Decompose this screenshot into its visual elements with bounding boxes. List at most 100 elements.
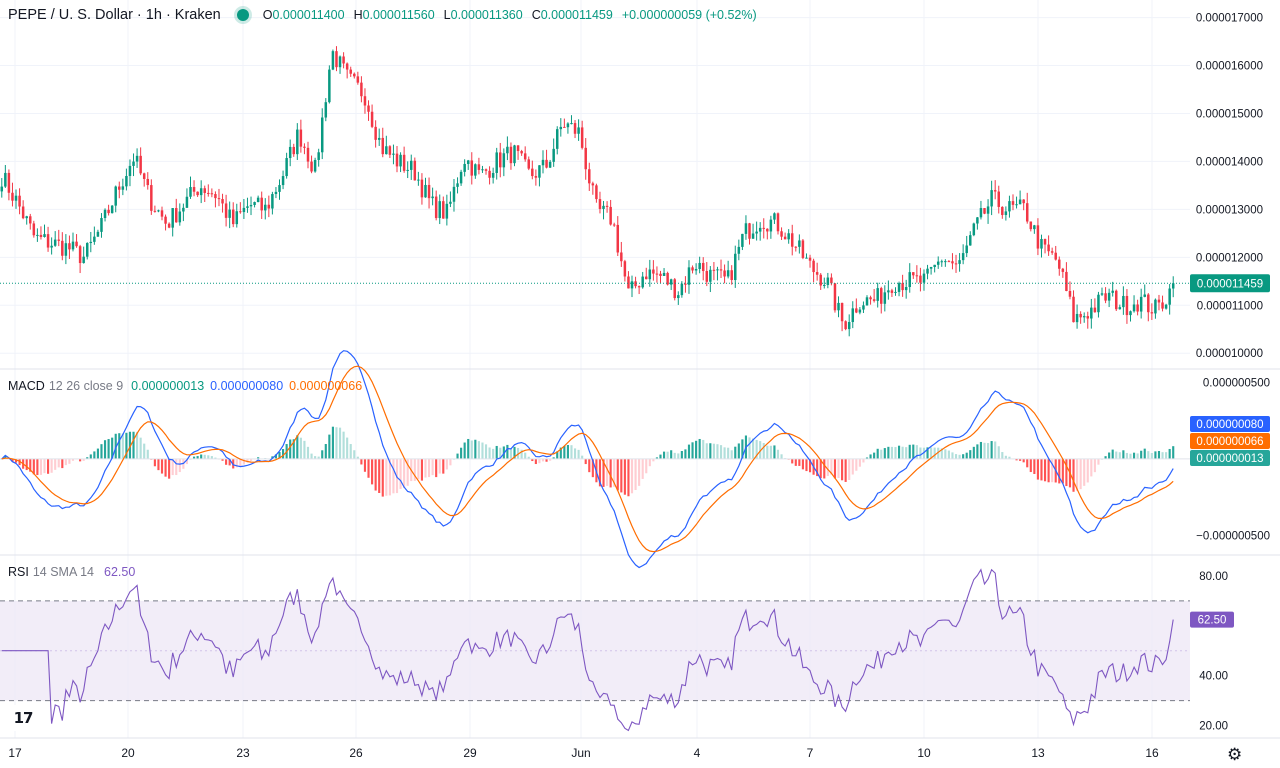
macd-histogram-bar — [346, 437, 349, 459]
candle-body — [509, 146, 513, 164]
macd-pane[interactable]: 0.000000080 0.000000066 0.000000013 — [0, 350, 1270, 569]
macd-histogram-bar — [1150, 453, 1153, 459]
candle-body — [645, 276, 648, 280]
candle-body — [872, 299, 876, 301]
candle-body — [1157, 299, 1161, 303]
macd-histogram-bar — [314, 456, 317, 459]
macd-histogram-bar — [477, 441, 480, 459]
candle-body — [1050, 251, 1054, 253]
macd-histogram-bar — [655, 457, 658, 459]
macd-histogram-bar — [951, 452, 954, 459]
candle-body — [32, 223, 36, 236]
macd-histogram-bar — [666, 451, 669, 459]
candle-body — [858, 309, 862, 313]
macd-histogram-bar — [481, 442, 484, 459]
macd-histogram-bar — [442, 458, 445, 474]
candle-body — [1008, 201, 1011, 212]
macd-histogram-bar — [897, 445, 901, 459]
open-value: 0.000011400 — [272, 8, 345, 22]
candle-body — [207, 192, 210, 194]
macd-histogram-bar — [1111, 449, 1114, 459]
macd-histogram-bar — [378, 458, 381, 493]
price-pane[interactable]: 0.000011459 — [0, 46, 1270, 337]
candle-body — [175, 208, 178, 223]
candle-body — [887, 290, 890, 293]
rsi-name: RSI — [8, 565, 29, 579]
candle-body — [1147, 294, 1150, 313]
candle-body — [420, 179, 424, 198]
candle-body — [598, 199, 602, 209]
candle-body — [755, 231, 758, 234]
macd-histogram-bar — [214, 457, 217, 459]
macd-histogram-bar — [360, 458, 363, 465]
macd-histogram-bar — [1040, 458, 1043, 481]
candle-body — [306, 147, 310, 162]
candle-body — [780, 231, 783, 237]
gear-icon[interactable]: ⚙ — [1227, 745, 1243, 765]
macd-histogram-bar — [680, 450, 683, 459]
macd-histogram-bar — [424, 458, 427, 478]
candle-body — [573, 123, 577, 134]
candle-body — [698, 262, 701, 269]
candle-body — [281, 176, 285, 186]
candle-body — [641, 276, 644, 288]
macd-histogram-bar — [670, 450, 673, 459]
macd-histogram-bar — [556, 451, 559, 459]
candle-body — [1122, 295, 1125, 308]
tradingview-logo-icon[interactable]: 17 — [8, 705, 38, 731]
candle-body — [506, 146, 509, 154]
macd-histogram-bar — [534, 458, 537, 465]
candle-body — [167, 223, 171, 228]
macd-histogram-bar — [630, 458, 634, 494]
macd-histogram-bar — [808, 458, 812, 473]
macd-histogram-bar — [168, 458, 171, 479]
price-tick-label: 0.000016000 — [1196, 61, 1263, 73]
macd-histogram-bar — [1022, 458, 1025, 463]
macd-histogram-bar — [531, 458, 534, 462]
macd-signal-tag: 0.000000066 — [1196, 436, 1263, 448]
macd-histogram-bar — [29, 458, 32, 472]
candle-body — [837, 302, 840, 311]
symbol-title[interactable]: PEPE / U. S. Dollar · 1h · Kraken — [8, 7, 221, 23]
macd-histogram-bar — [210, 456, 213, 459]
candle-body — [1065, 271, 1068, 291]
candle-body — [495, 152, 498, 173]
macd-histogram-bar — [837, 458, 840, 478]
candle-body — [734, 253, 737, 281]
macd-histogram-bar — [225, 458, 228, 465]
macd-histogram-bar — [1079, 458, 1082, 490]
candle-body — [677, 295, 680, 299]
candle-body — [21, 206, 25, 219]
candle-body — [78, 246, 82, 264]
candle-body — [591, 183, 595, 186]
candle-body — [580, 127, 584, 148]
macd-histogram-bar — [659, 454, 662, 459]
candle-body — [961, 253, 965, 261]
macd-histogram-bar — [962, 454, 965, 459]
candle-body — [1150, 312, 1154, 314]
macd-legend[interactable]: MACD 12 26 close 9 0.000000013 0.000000080 0… — [8, 379, 362, 393]
candle-body — [830, 277, 833, 284]
rsi-legend[interactable]: RSI 14 SMA 14 62.50 — [8, 565, 135, 579]
macd-histogram-bar — [71, 458, 75, 461]
macd-histogram-bar — [171, 458, 174, 476]
rsi-pane[interactable]: 62.50 — [0, 568, 1234, 732]
candle-body — [630, 281, 634, 289]
candle-body — [766, 228, 769, 232]
candle-body — [68, 243, 71, 250]
candle-body — [43, 234, 46, 237]
macd-histogram-bar — [1072, 458, 1075, 492]
macd-histogram-bar — [282, 449, 285, 459]
macd-histogram-bar — [392, 458, 395, 494]
macd-histogram-bar — [987, 443, 990, 459]
macd-histogram-bar — [741, 439, 744, 459]
candle-body — [812, 260, 815, 273]
macd-histogram-bar — [431, 458, 434, 476]
candle-body — [548, 161, 552, 168]
macd-histogram-bar — [185, 458, 188, 465]
candle-body — [342, 56, 345, 64]
macd-histogram-bar — [752, 438, 755, 459]
macd-histogram-bar — [776, 449, 780, 459]
candle-body — [730, 270, 733, 281]
